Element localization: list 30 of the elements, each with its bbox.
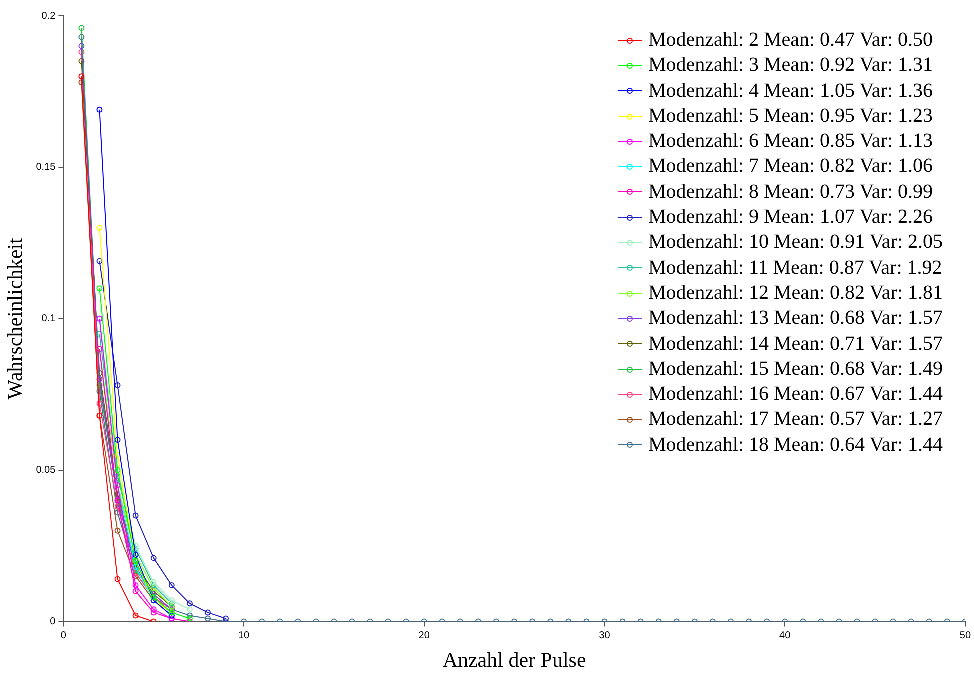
legend-label: Modenzahl: 12 Mean: 0.82 Var: 1.81 — [648, 280, 944, 306]
legend-label: Modenzahl: 11 Mean: 0.87 Var: 1.92 — [648, 256, 942, 281]
y-tick-label: 0.15 — [36, 162, 56, 174]
legend-label: Modenzahl: 8 Mean: 0.73 Var: 0.99 — [648, 180, 934, 205]
x-tick-label: 40 — [780, 630, 792, 642]
x-axis-title: Anzahl der Pulse — [442, 648, 586, 672]
y-axis-title: Wahrscheinlichkeit — [3, 238, 28, 400]
x-tick-label: 30 — [599, 630, 611, 642]
legend-label: Modenzahl: 3 Mean: 0.92 Var: 1.31 — [648, 53, 934, 78]
x-tick-label: 50 — [960, 630, 972, 642]
legend-label: Modenzahl: 10 Mean: 0.91 Var: 2.05 — [648, 230, 944, 256]
legend-label: Modenzahl: 14 Mean: 0.71 Var: 1.57 — [648, 332, 944, 357]
legend-label: Modenzahl: 2 Mean: 0.47 Var: 0.50 — [648, 28, 934, 53]
legend-label: Modenzahl: 4 Mean: 1.05 Var: 1.36 — [648, 78, 934, 104]
x-tick-label: 10 — [238, 630, 250, 642]
legend-label: Modenzahl: 18 Mean: 0.64 Var: 1.44 — [648, 432, 944, 458]
legend-label: Modenzahl: 17 Mean: 0.57 Var: 1.27 — [648, 407, 944, 432]
y-tick-label: 0.1 — [42, 314, 56, 325]
x-tick-label: 0 — [60, 630, 67, 642]
y-tick-label: 0.2 — [42, 10, 56, 22]
y-tick-label: 0 — [50, 616, 56, 628]
legend-label: Modenzahl: 5 Mean: 0.95 Var: 1.23 — [648, 104, 934, 129]
y-tick-label: 0.05 — [36, 465, 56, 476]
legend-label: Modenzahl: 13 Mean: 0.68 Var: 1.57 — [648, 306, 944, 332]
legend-label: Modenzahl: 15 Mean: 0.68 Var: 1.49 — [648, 356, 944, 382]
legend-label: Modenzahl: 6 Mean: 0.85 Var: 1.13 — [648, 129, 934, 154]
legend-label: Modenzahl: 9 Mean: 1.07 Var: 2.26 — [648, 205, 934, 230]
x-tick-label: 20 — [418, 630, 430, 642]
legend-label: Modenzahl: 16 Mean: 0.67 Var: 1.44 — [648, 382, 944, 408]
legend-label: Modenzahl: 7 Mean: 0.82 Var: 1.06 — [648, 154, 934, 180]
